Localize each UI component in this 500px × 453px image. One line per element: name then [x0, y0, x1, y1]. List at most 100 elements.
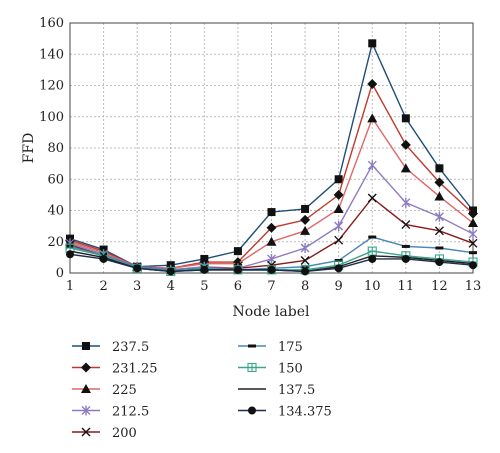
y-axis-title: FFD — [21, 133, 37, 164]
data-point-marker — [301, 204, 310, 213]
legend-label: 200 — [112, 426, 137, 441]
legend-label: 225 — [112, 383, 137, 398]
y-tick-label: 120 — [39, 79, 64, 94]
legend-item: 175 — [238, 340, 303, 355]
legend-label: 150 — [278, 362, 303, 377]
data-point-marker — [334, 221, 344, 232]
data-point-marker — [267, 208, 276, 217]
y-tick-label: 100 — [39, 110, 64, 125]
data-point-marker — [301, 267, 310, 276]
data-point-marker — [434, 177, 445, 188]
x-tick-label: 11 — [398, 279, 415, 294]
data-point-marker — [368, 235, 377, 239]
data-point-marker — [66, 250, 74, 259]
data-point-marker — [367, 160, 377, 171]
data-point-marker — [367, 78, 378, 89]
data-point-marker — [468, 238, 478, 248]
data-point-marker — [401, 197, 411, 208]
data-point-marker — [435, 164, 444, 173]
data-point-marker — [166, 267, 175, 276]
x-tick-label: 12 — [431, 279, 448, 294]
y-tick-label: 0 — [56, 266, 64, 281]
series-layer — [65, 39, 478, 276]
x-tick-label: 6 — [234, 279, 242, 294]
data-point-marker — [200, 265, 209, 274]
legend-item: 200 — [72, 426, 137, 441]
series-8 — [66, 250, 477, 276]
legend-item: 150 — [238, 362, 303, 377]
data-point-marker — [401, 114, 410, 123]
data-point-marker — [81, 405, 91, 416]
data-point-marker — [300, 243, 310, 253]
data-point-marker — [400, 139, 411, 150]
plus-marker-cross — [368, 247, 377, 256]
legend-label: 137.5 — [278, 383, 315, 398]
legend-item: 134.375 — [238, 405, 332, 420]
data-point-marker — [81, 362, 91, 373]
data-point-marker — [300, 256, 310, 265]
data-point-marker — [334, 235, 344, 245]
legend-item: 237.5 — [72, 340, 149, 355]
data-point-marker — [248, 406, 256, 415]
data-point-marker — [233, 247, 242, 256]
data-point-marker — [368, 254, 377, 263]
data-point-marker — [248, 344, 256, 348]
data-point-marker — [334, 175, 343, 184]
data-point-marker — [300, 225, 311, 235]
legend: 237.5 231.25 225 212.5 200 175 150 137.5 134.375 — [72, 340, 332, 441]
data-point-marker — [468, 208, 478, 219]
data-point-marker — [81, 384, 91, 393]
data-point-marker — [81, 427, 91, 437]
legend-item: 231.25 — [72, 362, 158, 377]
gridlines — [70, 23, 473, 273]
data-point-marker — [247, 362, 257, 373]
data-point-marker — [435, 258, 444, 267]
legend-label: 212.5 — [112, 405, 149, 420]
data-point-marker — [434, 226, 444, 236]
x-tick-label: 4 — [167, 279, 175, 294]
y-tick-label: 60 — [47, 172, 64, 187]
data-point-marker — [468, 218, 478, 227]
x-tick-label: 13 — [465, 279, 482, 294]
x-tick-label: 3 — [133, 279, 141, 294]
x-axis-ticks: 1 2 3 4 5 6 7 8 9 10 11 12 13 — [66, 279, 481, 294]
y-tick-label: 140 — [39, 47, 64, 62]
y-tick-label: 20 — [47, 235, 64, 250]
data-point-marker — [300, 214, 311, 225]
x-tick-label: 2 — [99, 279, 107, 294]
legend-item: 212.5 — [72, 405, 149, 420]
legend-label: 175 — [278, 340, 303, 355]
data-point-marker — [82, 342, 90, 350]
legend-label: 237.5 — [112, 340, 149, 355]
data-point-marker — [468, 228, 478, 239]
x-axis-title: Node label — [233, 304, 310, 320]
data-point-marker — [367, 113, 378, 123]
data-point-marker — [434, 191, 445, 201]
data-point-marker — [334, 264, 343, 273]
data-point-marker — [368, 39, 377, 48]
x-tick-label: 7 — [267, 279, 275, 294]
data-point-marker — [266, 222, 277, 233]
y-axis-ticks: 0 20 40 60 80 100 120 140 160 — [39, 16, 64, 281]
x-tick-label: 5 — [200, 279, 208, 294]
legend-item: 225 — [72, 383, 137, 398]
data-point-marker — [401, 254, 410, 263]
data-point-marker — [400, 163, 411, 173]
legend-label: 231.25 — [112, 362, 158, 377]
y-tick-label: 80 — [47, 141, 64, 156]
data-point-marker — [333, 189, 344, 200]
data-point-marker — [334, 259, 343, 262]
legend-label: 134.375 — [278, 405, 332, 420]
x-tick-label: 8 — [301, 279, 309, 294]
data-point-marker — [333, 203, 344, 213]
data-point-marker — [469, 251, 477, 255]
x-tick-label: 1 — [66, 279, 74, 294]
data-point-marker — [233, 265, 242, 274]
data-point-marker — [469, 261, 477, 270]
y-tick-label: 160 — [39, 16, 64, 31]
x-tick-label: 9 — [335, 279, 343, 294]
data-point-marker — [401, 220, 411, 230]
data-point-marker — [266, 236, 277, 246]
data-point-marker — [435, 246, 444, 250]
